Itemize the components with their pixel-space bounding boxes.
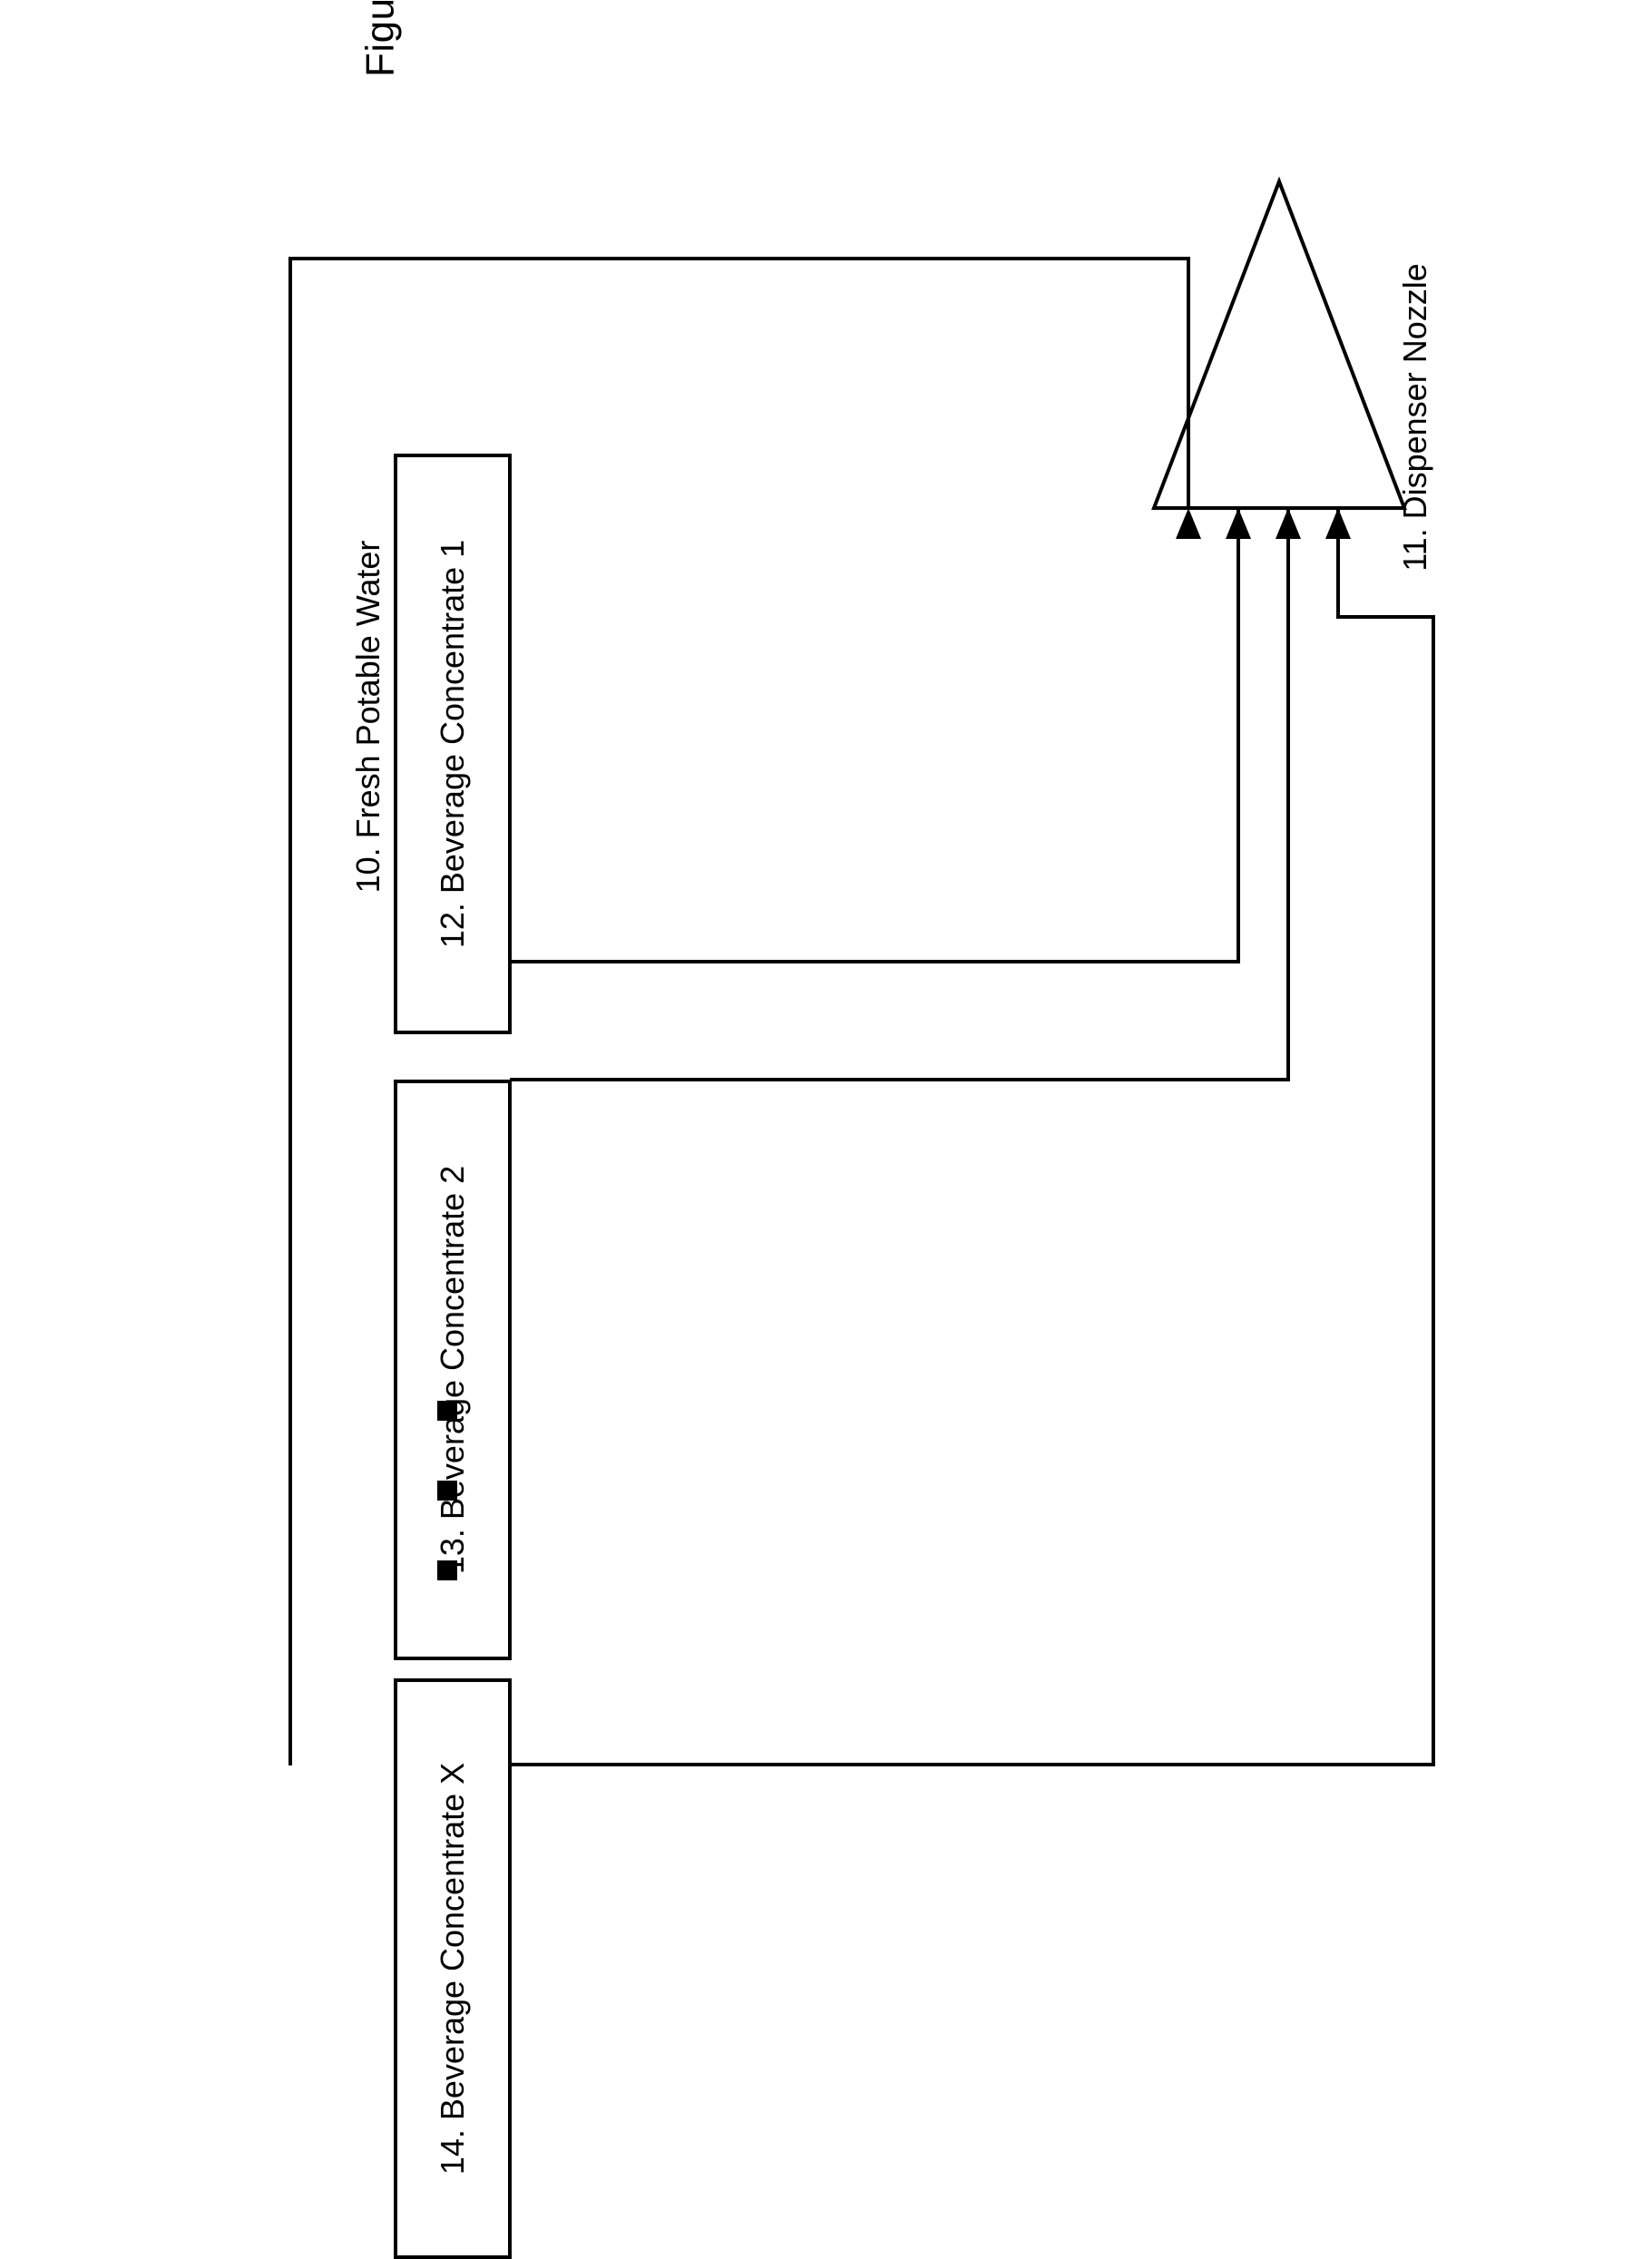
beverage-concentrate-x-label: 14. Beverage Concentrate X xyxy=(434,1763,472,2175)
beverage-concentrate-1-label: 12. Beverage Concentrate 1 xyxy=(434,540,472,948)
dispenser-nozzle-label: 11. Dispenser Nozzle xyxy=(1396,263,1434,572)
beverage-concentrate-x-box: 14. Beverage Concentrate X xyxy=(394,1678,512,2259)
ellipsis-dot xyxy=(437,1560,457,1580)
ellipsis-dot xyxy=(437,1481,457,1501)
beverage-concentrate-1-box: 12. Beverage Concentrate 1 xyxy=(394,454,512,1034)
diagram-canvas: Figure 1. Typical Beverage Dispenser 10.… xyxy=(0,0,1652,1988)
ellipsis-icon xyxy=(437,1401,457,1580)
ellipsis-dot xyxy=(437,1401,457,1421)
water-source-label: 10. Fresh Potable Water xyxy=(349,541,387,894)
figure-title: Figure 1. Typical Beverage Dispenser xyxy=(358,0,404,77)
